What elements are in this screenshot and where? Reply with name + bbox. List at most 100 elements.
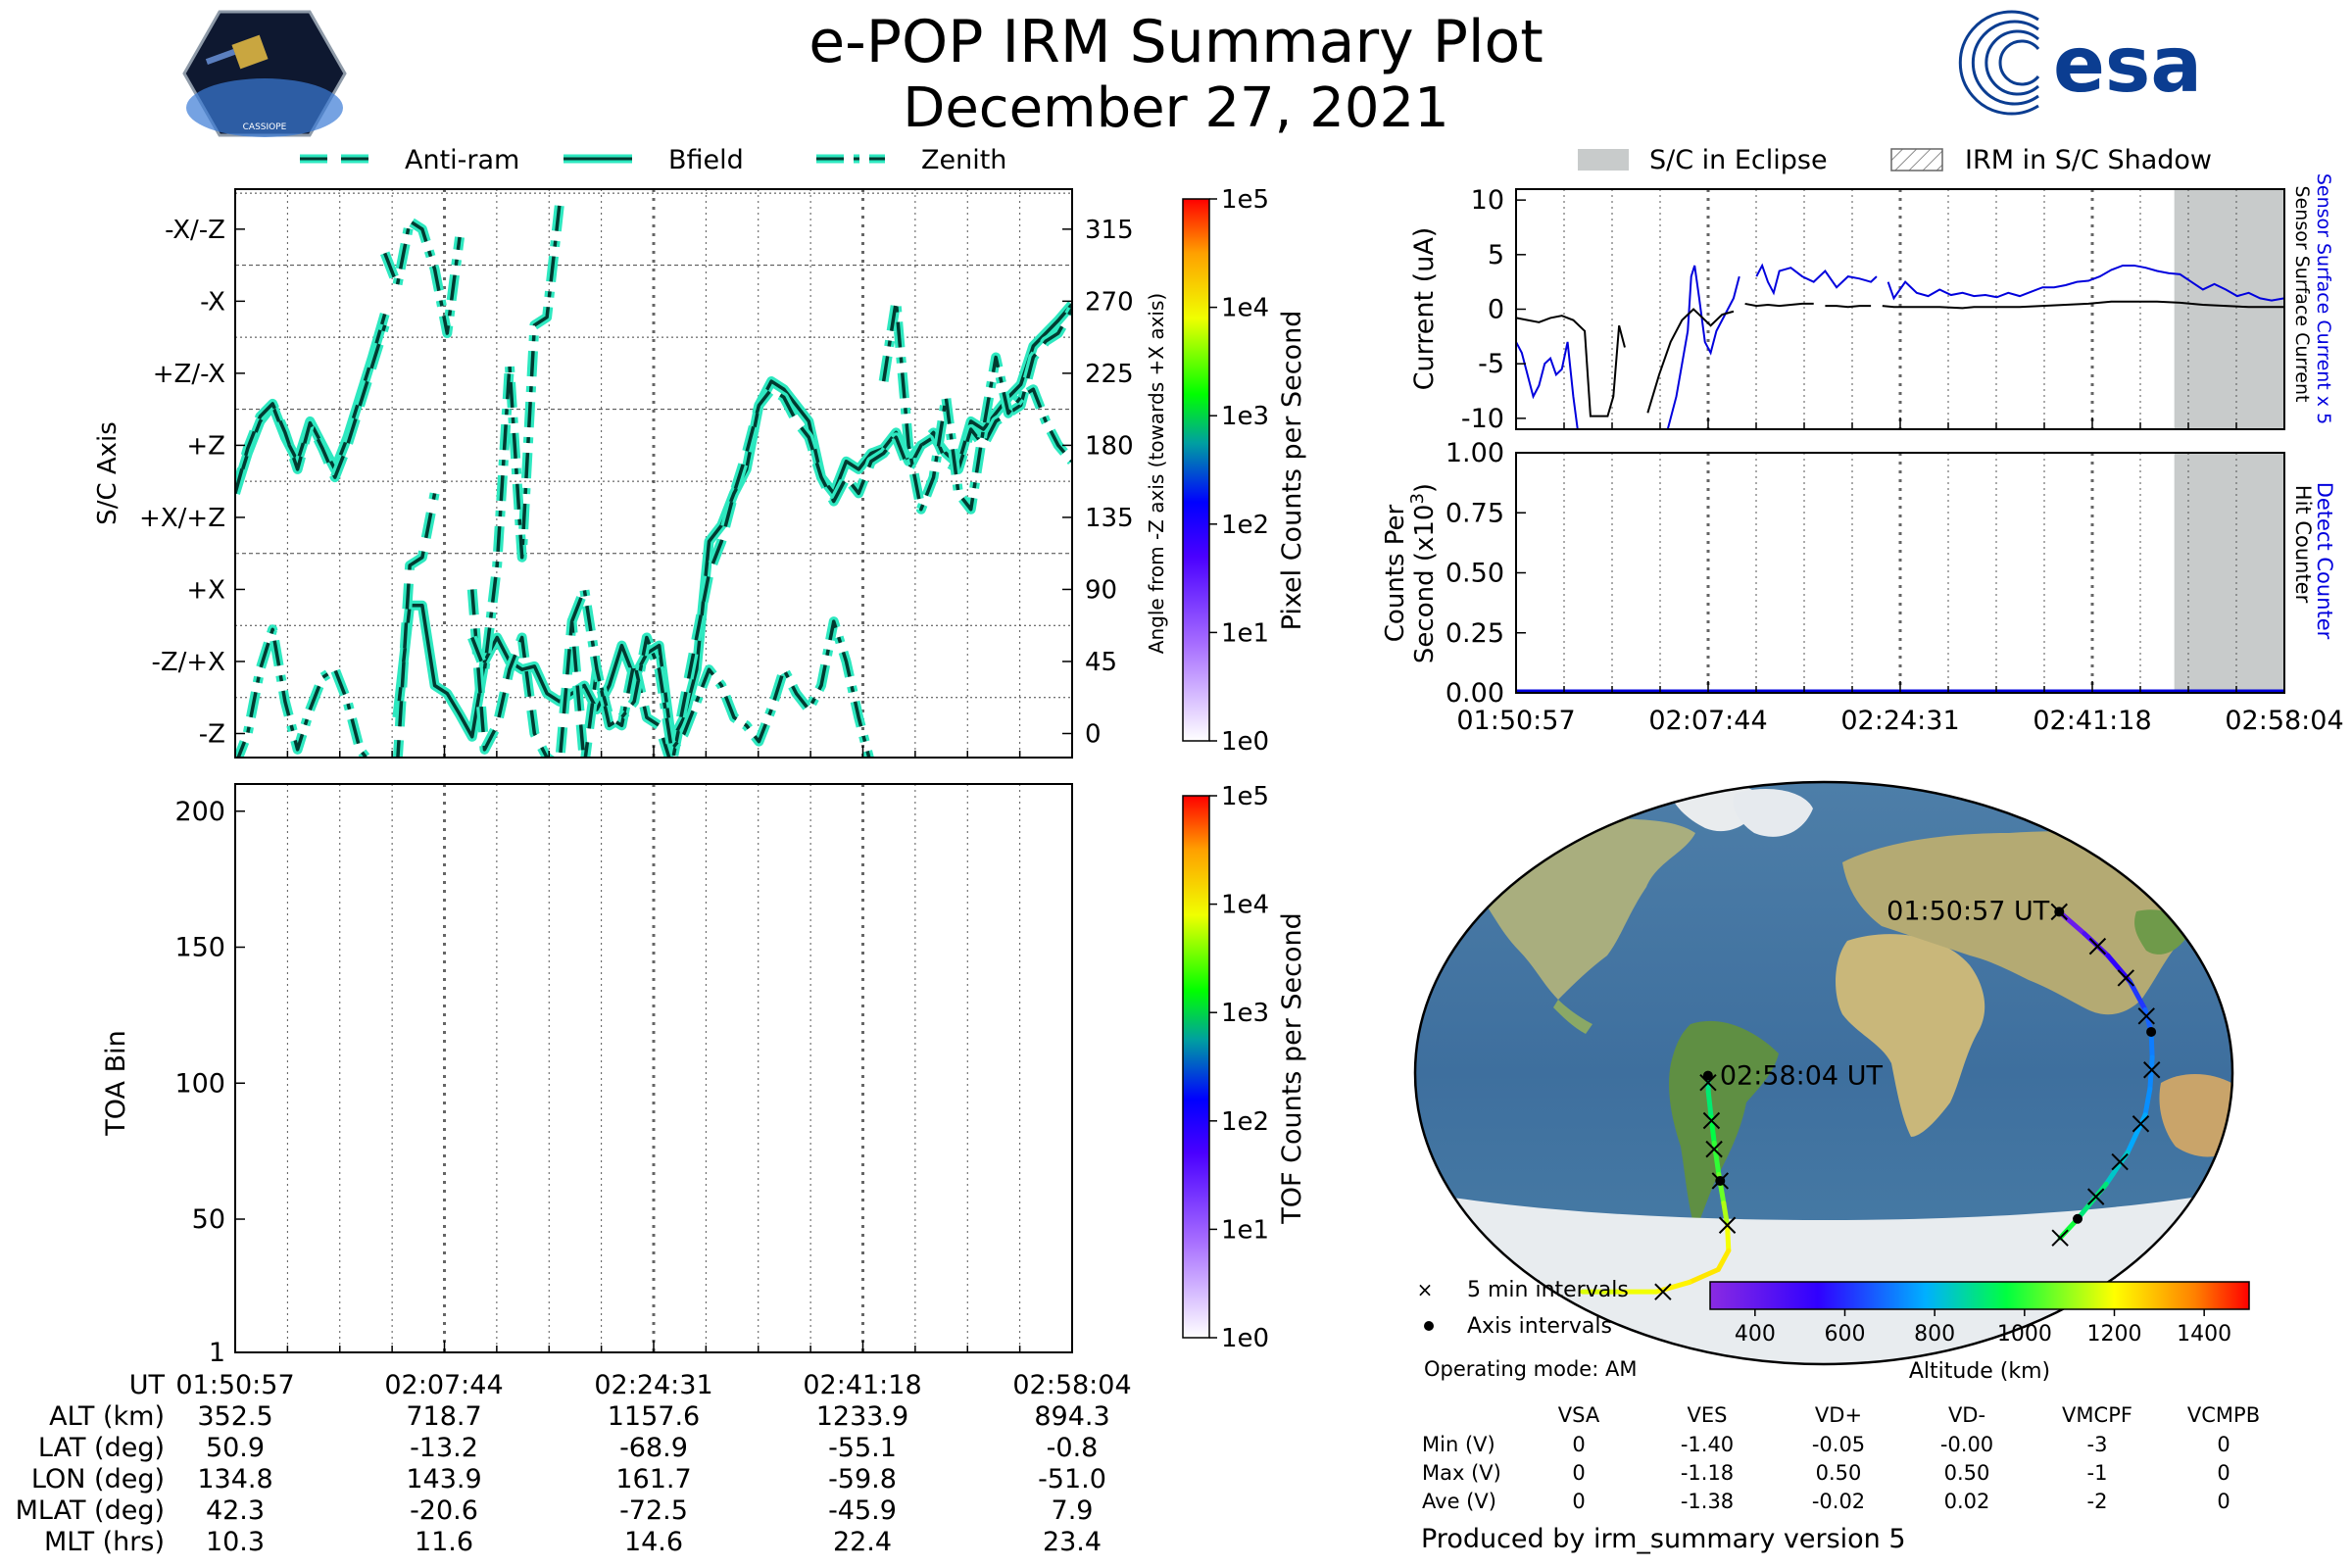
five-min-marker bbox=[2117, 969, 2134, 987]
table-row-label: ALT (km) bbox=[49, 1401, 165, 1432]
ut-value: 02:58:04 bbox=[1012, 1370, 1131, 1400]
track-segment bbox=[2127, 978, 2148, 1012]
ut-value: 02:41:18 bbox=[803, 1370, 921, 1400]
axis-interval-marker bbox=[2146, 1026, 2157, 1037]
table-row-label: MLT (hrs) bbox=[44, 1527, 165, 1557]
table-cell: 11.6 bbox=[415, 1527, 473, 1557]
counts-y-tick-label: 0.75 bbox=[1446, 498, 1504, 528]
table-cell: -59.8 bbox=[828, 1464, 897, 1494]
colorbar-tick-label: 1e0 bbox=[1221, 727, 1269, 757]
attitude-legend: Anti-ram Bfield Zenith bbox=[300, 145, 1006, 175]
table-row-label: LON (deg) bbox=[31, 1464, 165, 1494]
voltage-cell: 0.50 bbox=[1816, 1461, 1862, 1485]
tof-colorbar: 1e0 1e1 1e2 1e3 1e4 1e5 TOF Counts per Second bbox=[1182, 782, 1307, 1353]
voltage-cell: 0 bbox=[1572, 1433, 1585, 1456]
current-y-tick-label: 5 bbox=[1488, 240, 1504, 270]
angle-label: 45 bbox=[1085, 648, 1117, 677]
footer-text: Produced by irm_summary version 5 bbox=[1421, 1524, 1906, 1554]
table-cell: 134.8 bbox=[197, 1464, 272, 1494]
counts-y-tick-label: 0.00 bbox=[1446, 678, 1504, 709]
voltage-row-label: Max (V) bbox=[1422, 1461, 1501, 1485]
axis-interval-marker bbox=[2073, 1213, 2083, 1224]
voltage-row-label: Min (V) bbox=[1422, 1433, 1495, 1456]
colorbar-tick-label: 1e0 bbox=[1221, 1324, 1269, 1353]
angle-label: 135 bbox=[1085, 504, 1134, 533]
altitude-tick-label: 800 bbox=[1914, 1322, 1955, 1347]
altitude-tick-label: 1400 bbox=[2177, 1322, 2231, 1347]
plot-date: December 27, 2021 bbox=[903, 76, 1449, 140]
five-min-marker bbox=[1718, 1216, 1737, 1234]
table-cell: 1233.9 bbox=[816, 1401, 908, 1432]
table-cell: 143.9 bbox=[406, 1464, 481, 1494]
attitude-right-ylabel: Angle from -Z axis (towards +X axis) bbox=[1145, 293, 1168, 654]
ut-value: 01:50:57 bbox=[175, 1370, 294, 1400]
table-cell: 14.6 bbox=[624, 1527, 683, 1557]
five-min-marker bbox=[2051, 1229, 2069, 1247]
axis-label: +Z/-X bbox=[153, 360, 225, 389]
voltage-cell: -1.38 bbox=[1681, 1490, 1734, 1513]
table-cell: -55.1 bbox=[828, 1433, 897, 1463]
voltage-column-header: VD+ bbox=[1815, 1403, 1862, 1427]
table-cell: 894.3 bbox=[1034, 1401, 1109, 1432]
eclipse-legend-label: S/C in Eclipse bbox=[1649, 145, 1828, 175]
table-cell: 1157.6 bbox=[608, 1401, 700, 1432]
table-cell: -68.9 bbox=[619, 1433, 688, 1463]
plot-title: e-POP IRM Summary Plot bbox=[808, 8, 1544, 76]
toa-y-tick-label: 100 bbox=[174, 1068, 225, 1099]
toa-y-tick-label: 200 bbox=[174, 797, 225, 827]
track-segment bbox=[2142, 1086, 2153, 1118]
counts-y-tick-label: 0.25 bbox=[1446, 618, 1504, 649]
table-cell: 718.7 bbox=[406, 1401, 481, 1432]
trace-antiram bbox=[235, 308, 1072, 758]
colorbar-tick-label: 1e3 bbox=[1221, 402, 1269, 431]
pixel-colorbar-label: Pixel Counts per Second bbox=[1277, 311, 1307, 631]
track-segment bbox=[1725, 1222, 1732, 1253]
voltage-cell: -0.02 bbox=[1812, 1490, 1865, 1513]
axis-label: +X bbox=[186, 575, 225, 605]
sensor-current-x5-trace bbox=[1516, 263, 2284, 429]
voltage-cell: -0.00 bbox=[1940, 1433, 1993, 1456]
angle-label: 180 bbox=[1085, 431, 1134, 461]
counts-x-tick-label: 01:50:57 bbox=[1456, 706, 1575, 736]
table-cell: -45.9 bbox=[828, 1495, 897, 1526]
shadow-legend-label: IRM in S/C Shadow bbox=[1965, 145, 2212, 175]
trace-zenith bbox=[236, 205, 1072, 758]
table-cell: 22.4 bbox=[833, 1527, 892, 1557]
track-segment bbox=[1687, 1267, 1721, 1285]
colorbar-tick-label: 1e1 bbox=[1221, 1215, 1269, 1245]
hit-counter-label: Hit Counter bbox=[2291, 485, 2315, 604]
five-min-marker bbox=[1699, 1073, 1717, 1092]
cassiope-logo: CASSIOPE bbox=[182, 10, 347, 137]
ut-value: 02:24:31 bbox=[594, 1370, 712, 1400]
voltage-column-header: VSA bbox=[1558, 1403, 1600, 1427]
table-cell: -72.5 bbox=[619, 1495, 688, 1526]
colorbar-tick-label: 1e5 bbox=[1221, 782, 1269, 811]
toa-y-tick-label: 150 bbox=[174, 933, 225, 963]
voltage-row-label: Ave (V) bbox=[1422, 1490, 1496, 1513]
angle-label: 225 bbox=[1085, 360, 1134, 389]
voltage-column-header: VMCPF bbox=[2062, 1403, 2132, 1427]
ut-row-label: UT bbox=[129, 1370, 166, 1400]
altitude-tick-label: 1000 bbox=[1997, 1322, 2052, 1347]
dot-legend-label: Axis intervals bbox=[1467, 1314, 1612, 1339]
axis-label: -X bbox=[200, 287, 225, 317]
cassiope-label: CASSIOPE bbox=[243, 122, 287, 132]
voltage-cell: 0.02 bbox=[1944, 1490, 1990, 1513]
track-segment bbox=[1705, 1089, 1714, 1120]
five-min-marker bbox=[1705, 1140, 1723, 1158]
track-segment bbox=[1721, 1200, 1731, 1228]
axis-label: -Z bbox=[199, 719, 225, 749]
eclipse-region-counts bbox=[2174, 453, 2284, 693]
table-cell: -20.6 bbox=[410, 1495, 478, 1526]
track-segment bbox=[1715, 1248, 1732, 1273]
sensor-current-label: Sensor Surface Current bbox=[2291, 186, 2313, 403]
legend-label-zenith: Zenith bbox=[921, 145, 1006, 175]
current-y-tick-label: -5 bbox=[1478, 349, 1504, 379]
table-cell: 10.3 bbox=[206, 1527, 265, 1557]
current-ylabel: Current (uA) bbox=[1409, 227, 1440, 391]
five-min-marker bbox=[2086, 1188, 2105, 1205]
counts-x-tick-label: 02:58:04 bbox=[2225, 706, 2343, 736]
axis-interval-marker bbox=[1702, 1070, 1713, 1081]
esa-wordmark: esa bbox=[2053, 22, 2202, 110]
